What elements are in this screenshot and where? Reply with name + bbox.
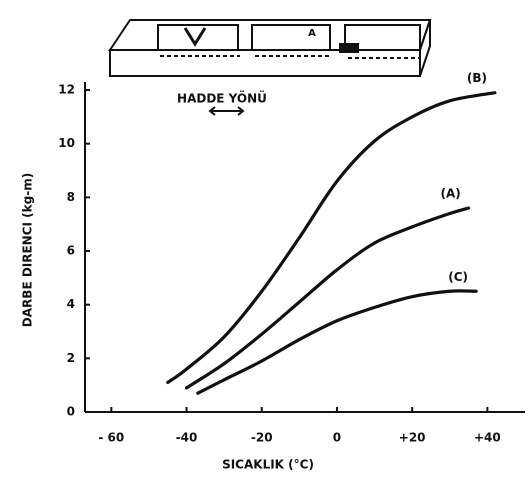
x-tick-label: - 60: [98, 431, 124, 445]
series-label: (A): [440, 187, 460, 201]
x-tick-label: -20: [251, 431, 273, 445]
y-tick-label: 4: [67, 297, 75, 311]
y-tick-label: 12: [58, 83, 75, 97]
x-tick-label: +20: [399, 431, 426, 445]
series-label: (B): [467, 71, 487, 85]
y-tick-label: 8: [67, 190, 75, 204]
x-axis-label: SICAKLIK (°C): [222, 458, 314, 472]
x-tick-label: 0: [333, 431, 341, 445]
line-series: [184, 206, 471, 390]
y-tick-label: 0: [67, 405, 75, 419]
annotation: HADDE YÖNÜ: [177, 91, 267, 106]
specimen-diagram: [108, 19, 432, 116]
y-tick-label: 10: [58, 136, 75, 150]
x-tick-label: -40: [176, 431, 198, 445]
y-axis-label: DARBE DIRENCI (kg-m): [21, 173, 35, 327]
series-label: (C): [448, 270, 468, 284]
line-series: [196, 289, 478, 395]
line-series: [166, 91, 497, 385]
y-tick-label: 2: [67, 351, 75, 365]
y-tick-label: 6: [67, 244, 75, 258]
x-tick-label: +40: [474, 431, 501, 445]
annotation: A: [308, 28, 316, 39]
